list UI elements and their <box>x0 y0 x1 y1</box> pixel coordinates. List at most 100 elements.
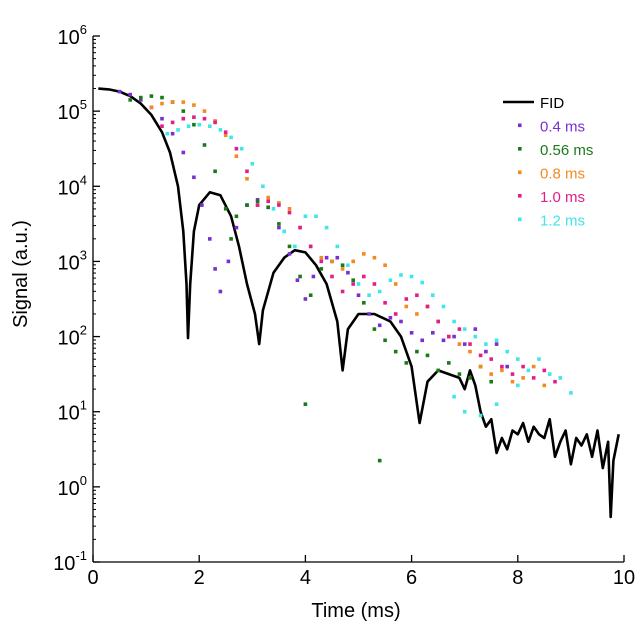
data-point <box>128 92 132 97</box>
y-tick-exponent: 1 <box>80 398 87 413</box>
data-point <box>409 331 414 335</box>
data-point <box>383 301 387 305</box>
data-point <box>362 252 366 256</box>
data-point <box>351 282 355 286</box>
data-point <box>277 225 281 230</box>
data-point <box>298 274 302 279</box>
data-point <box>340 289 345 294</box>
data-point <box>208 124 212 128</box>
data-point <box>223 207 228 211</box>
legend-label: FID <box>540 95 564 112</box>
data-point <box>452 334 456 339</box>
data-point <box>462 409 467 414</box>
x-tick-label: 2 <box>194 567 205 589</box>
legend-label: 1.0 ms <box>540 189 585 206</box>
data-point <box>489 379 493 384</box>
data-point <box>335 255 340 260</box>
data-point <box>271 207 276 211</box>
data-point <box>425 353 430 358</box>
data-point <box>181 100 186 104</box>
data-point <box>537 357 541 361</box>
data-point <box>510 372 515 376</box>
fid-line <box>98 87 620 519</box>
y-tick-label: 104 <box>58 172 87 199</box>
data-point <box>399 273 403 277</box>
data-point <box>319 255 324 260</box>
data-point <box>494 402 499 406</box>
data-point <box>531 376 536 380</box>
data-point <box>234 214 239 219</box>
legend-label: 0.56 ms <box>540 142 593 159</box>
y-tick-base: 10 <box>58 252 80 274</box>
data-point <box>181 109 186 113</box>
data-point <box>494 338 499 343</box>
legend-point-marker <box>518 123 522 128</box>
data-point <box>245 169 249 174</box>
data-point <box>521 376 525 380</box>
series-1-0-ms <box>160 115 557 384</box>
data-point <box>531 364 536 369</box>
data-point <box>542 383 547 388</box>
data-point <box>192 122 196 127</box>
y-axis-title: Signal (a.u.) <box>10 220 32 328</box>
y-tick-exponent: 0 <box>80 473 87 488</box>
data-point <box>420 338 424 343</box>
data-point <box>239 146 244 151</box>
data-point <box>388 278 393 282</box>
data-point <box>170 100 175 104</box>
data-point <box>457 372 462 376</box>
data-point <box>149 94 154 98</box>
data-point <box>200 203 204 207</box>
data-point <box>367 312 371 316</box>
y-tick-label: 100 <box>58 473 87 500</box>
y-tick-base: 10 <box>53 553 75 575</box>
data-point <box>293 244 297 249</box>
data-point <box>383 263 387 267</box>
data-point <box>308 244 313 249</box>
legend-item-0-4-ms: 0.4 ms <box>518 119 585 136</box>
data-point <box>473 327 478 331</box>
data-point <box>192 103 196 107</box>
data-point <box>234 154 239 158</box>
data-point <box>245 203 249 207</box>
data-point <box>314 214 318 219</box>
data-point <box>255 203 260 207</box>
data-point <box>266 199 270 204</box>
data-point <box>462 342 467 346</box>
data-point <box>213 120 217 125</box>
data-point <box>340 267 345 271</box>
data-point <box>436 319 440 324</box>
data-point <box>266 195 270 200</box>
series-0-56-ms <box>128 94 493 463</box>
data-point <box>457 327 462 331</box>
y-tick-base: 10 <box>58 328 80 350</box>
data-point <box>218 128 223 132</box>
x-axis-title: Time (ms) <box>311 600 400 622</box>
data-point <box>500 368 504 373</box>
data-point <box>160 116 164 121</box>
y-tick-label: 101 <box>58 398 87 425</box>
data-point <box>186 124 191 128</box>
data-point <box>362 301 366 305</box>
data-point <box>303 402 308 406</box>
data-point <box>311 274 316 279</box>
data-point <box>399 319 403 324</box>
y-tick-exponent: 5 <box>80 97 87 112</box>
data-point <box>192 175 196 180</box>
x-tick-label: 6 <box>406 567 417 589</box>
data-point <box>213 267 217 271</box>
data-point <box>468 376 472 380</box>
data-point <box>277 203 281 207</box>
legend-item-0-8-ms: 0.8 ms <box>518 166 585 183</box>
x-tick-label: 0 <box>87 567 98 589</box>
data-point <box>478 413 483 418</box>
data-point <box>170 120 175 125</box>
legend-item-0-56-ms: 0.56 ms <box>518 142 593 159</box>
data-point <box>372 255 377 260</box>
data-point <box>473 334 478 339</box>
data-point <box>404 361 409 365</box>
data-point <box>335 244 340 249</box>
data-point <box>362 274 366 279</box>
data-point <box>436 368 440 373</box>
data-point <box>330 259 334 264</box>
